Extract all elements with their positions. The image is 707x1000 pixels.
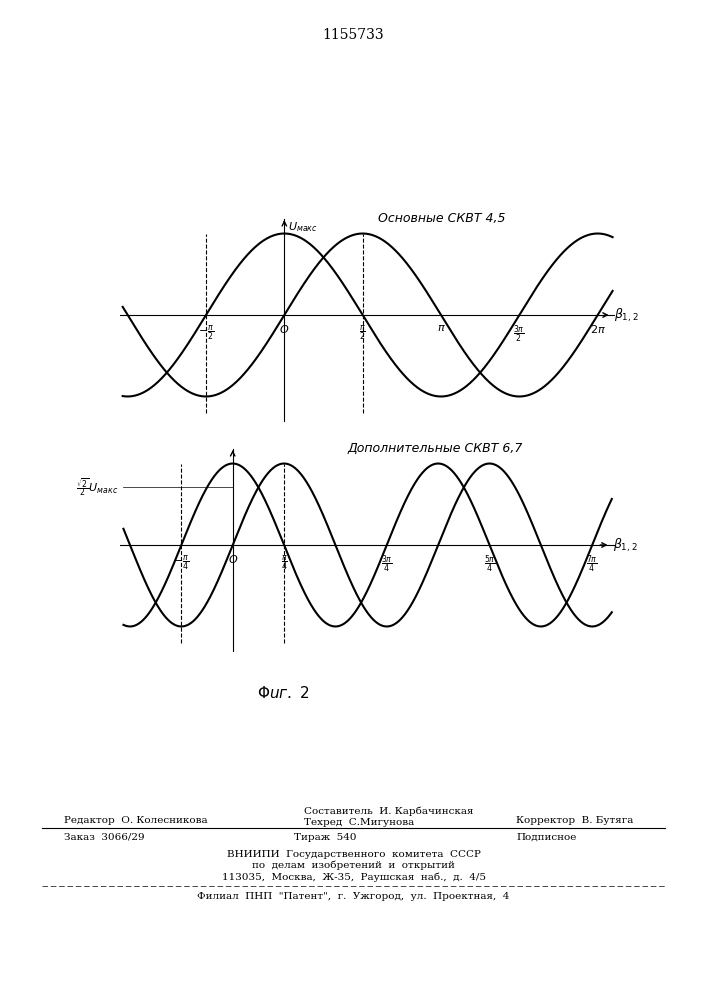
- Text: $U_{макс}$: $U_{макс}$: [288, 220, 317, 234]
- Text: Корректор  В. Бутяга: Корректор В. Бутяга: [516, 816, 633, 825]
- Text: $\beta_{1,2}$: $\beta_{1,2}$: [614, 306, 638, 324]
- Text: $\beta_{1,2}$: $\beta_{1,2}$: [613, 536, 638, 554]
- Text: $O$: $O$: [279, 323, 289, 335]
- Text: $2\pi$: $2\pi$: [590, 323, 606, 335]
- Text: $\frac{\pi}{2}$: $\frac{\pi}{2}$: [359, 323, 366, 342]
- Text: Тираж  540: Тираж 540: [294, 833, 356, 842]
- Text: $\frac{3\pi}{2}$: $\frac{3\pi}{2}$: [513, 323, 525, 345]
- Text: Основные СКВТ 4,5: Основные СКВТ 4,5: [378, 212, 505, 225]
- Text: Дополнительные СКВТ 6,7: Дополнительные СКВТ 6,7: [348, 442, 523, 455]
- Text: $O$: $O$: [228, 553, 238, 565]
- Text: 1155733: 1155733: [322, 28, 385, 42]
- Text: Редактор  О. Колесникова: Редактор О. Колесникова: [64, 816, 207, 825]
- Text: $\pi$: $\pi$: [436, 323, 445, 333]
- Text: $\frac{7\pi}{4}$: $\frac{7\pi}{4}$: [586, 553, 598, 575]
- Text: Техред  С.Мигунова: Техред С.Мигунова: [304, 818, 414, 827]
- Text: Подписное: Подписное: [516, 833, 576, 842]
- Text: $\frac{3\pi}{4}$: $\frac{3\pi}{4}$: [381, 553, 392, 575]
- Text: $\frac{\pi}{4}$: $\frac{\pi}{4}$: [281, 553, 288, 572]
- Text: $-\frac{\pi}{4}$: $-\frac{\pi}{4}$: [173, 553, 189, 572]
- Text: 113035,  Москва,  Ж‑35,  Раушская  наб.,  д.  4/5: 113035, Москва, Ж‑35, Раушская наб., д. …: [221, 872, 486, 882]
- Text: $-\frac{\pi}{2}$: $-\frac{\pi}{2}$: [198, 323, 214, 342]
- Text: ВНИИПИ  Государственного  комитета  СССР: ВНИИПИ Государственного комитета СССР: [226, 850, 481, 859]
- Text: по  делам  изобретений  и  открытий: по делам изобретений и открытий: [252, 861, 455, 870]
- Text: $\Phi u\mathit{г}.\ 2$: $\Phi u\mathit{г}.\ 2$: [257, 685, 309, 701]
- Text: Филиал  ПНП  "Патент",  г.  Ужгород,  ул.  Проектная,  4: Филиал ПНП "Патент", г. Ужгород, ул. Про…: [197, 892, 510, 901]
- Text: $\frac{5\pi}{4}$: $\frac{5\pi}{4}$: [484, 553, 496, 575]
- Text: Составитель  И. Карбачинская: Составитель И. Карбачинская: [304, 806, 474, 816]
- Text: $\frac{\sqrt{2}}{2}U_{макс}$: $\frac{\sqrt{2}}{2}U_{макс}$: [76, 476, 118, 498]
- Text: Заказ  3066/29: Заказ 3066/29: [64, 833, 144, 842]
